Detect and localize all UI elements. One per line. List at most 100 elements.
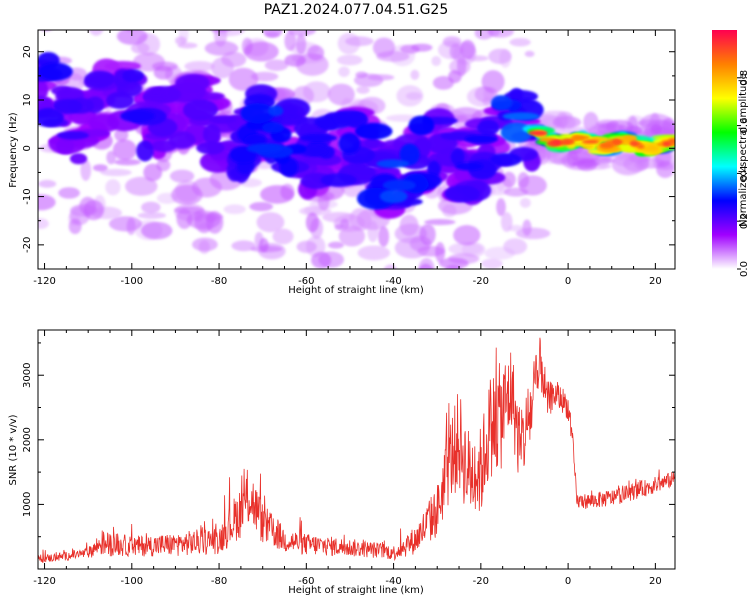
spectrogram-cell <box>503 238 528 255</box>
spectrogram-cell <box>159 0 184 7</box>
spectrogram-cell <box>106 150 117 165</box>
spectrogram-cell <box>114 128 129 142</box>
spectrogram-cell <box>137 212 167 219</box>
spectrogram-y-tick-label: 0 <box>22 145 33 151</box>
spectrogram-cell <box>338 66 350 78</box>
spectrogram-cell <box>126 30 132 33</box>
snr-y-axis: 1000 2000 3000 <box>22 342 675 570</box>
snr-y-tick-label: 1000 <box>22 492 33 517</box>
spectrogram-cell <box>38 179 57 188</box>
spectrogram-cell <box>502 112 540 121</box>
spectrogram-frame <box>37 29 676 270</box>
spectrogram-cell <box>582 144 594 149</box>
spectrogram-x-tick-label: -20 <box>473 276 489 287</box>
spectrogram-x-tick-label: -80 <box>211 276 227 287</box>
spectrogram-cell <box>450 148 465 166</box>
snr-x-tick-label: -60 <box>298 576 314 587</box>
spectrogram-cell <box>489 153 522 167</box>
spectrogram-cell <box>59 0 68 2</box>
spectrogram-cell <box>455 161 484 171</box>
spectrogram-cell <box>88 30 104 36</box>
snr-x-axis: -120 -100 -80 -60 -40 -20 0 20 <box>33 330 662 587</box>
spectrogram-cell <box>307 45 325 61</box>
spectrogram-cell <box>205 5 237 18</box>
spectrogram-cell <box>244 41 279 62</box>
spectrogram-heatmap <box>38 0 675 285</box>
spectrogram-cell <box>623 134 637 141</box>
spectrogram-cell <box>522 219 532 236</box>
spectrogram-cell <box>355 71 368 79</box>
spectrogram-cell <box>410 69 420 81</box>
colorbar-tick-label: 0.0 <box>739 261 750 277</box>
spectrogram-cell <box>399 214 419 236</box>
spectrogram-cell <box>327 241 344 249</box>
spectrogram-cell <box>464 134 499 144</box>
spectrogram-cell <box>284 31 297 51</box>
spectrogram-cell <box>509 87 524 103</box>
spectrogram-cell <box>528 130 548 136</box>
spectrogram-cell <box>274 98 311 120</box>
spectrogram-cell <box>379 189 408 204</box>
spectrogram-cell <box>38 62 73 81</box>
spectrogram-y-tick-label: 20 <box>22 45 33 58</box>
spectrogram-cell <box>438 257 469 269</box>
spectrogram-cell <box>112 139 137 161</box>
spectrogram-cell <box>245 11 264 28</box>
spectrogram-cell <box>481 70 505 94</box>
colorbar-tick-label: 0.2 <box>739 213 750 229</box>
spectrogram-cell <box>204 40 239 56</box>
spectrogram-cell <box>640 145 660 152</box>
spectrogram-cell <box>102 6 117 25</box>
colorbar-tick-label: 0.4 <box>739 165 750 181</box>
spectrogram-cell <box>372 37 396 58</box>
spectrogram-cell <box>336 54 363 66</box>
spectrogram-cell <box>519 197 531 208</box>
spectrogram-cell <box>272 228 294 245</box>
spectrogram-cell <box>553 139 561 145</box>
spectrogram-cell <box>168 131 196 149</box>
spectrogram-cell <box>448 242 484 256</box>
colorbar-tick-label: 0.6 <box>739 118 750 134</box>
spectrogram-cell <box>256 212 285 233</box>
spectrogram-cell <box>58 187 80 199</box>
snr-background <box>38 330 675 569</box>
spectrogram-cell <box>305 212 319 233</box>
spectrogram-cell <box>345 36 374 47</box>
spectrogram-cell <box>311 251 332 269</box>
spectrogram-cell <box>453 225 481 246</box>
spectrogram-cell <box>105 179 121 196</box>
spectrogram-cell <box>338 132 361 155</box>
spectrogram-cell <box>449 43 462 60</box>
spectrogram-x-axis: -120 -100 -80 -60 -40 -20 0 20 <box>33 30 662 287</box>
spectrogram-cell <box>52 0 68 4</box>
spectrogram-cell <box>80 159 92 181</box>
spectrogram-cell <box>249 201 274 212</box>
spectrogram-cell <box>382 179 416 191</box>
spectrogram-cell <box>38 218 49 230</box>
spectrogram-cell <box>38 79 49 101</box>
spectrogram-cell <box>57 131 89 140</box>
spectrogram-cell <box>108 216 143 232</box>
spectrogram-cell <box>246 143 283 154</box>
spectrogram-cell <box>221 51 247 68</box>
snr-x-tick-label: -120 <box>33 576 56 587</box>
spectrogram-cell <box>662 141 672 147</box>
spectrogram-cell <box>431 271 442 285</box>
spectrogram-cell <box>444 185 480 203</box>
spectrogram-cell <box>142 92 170 102</box>
spectrogram-cell <box>662 117 675 136</box>
spectrogram-cell <box>408 115 435 136</box>
spectrogram-cell <box>435 242 446 263</box>
spectrogram-cell <box>340 218 350 230</box>
spectrogram-cell <box>55 0 77 18</box>
spectrogram-cell <box>295 34 307 55</box>
colorbar-tick-label: 0.8 <box>739 70 750 86</box>
spectrogram-x-tick-label: -40 <box>385 276 401 287</box>
spectrogram-cell <box>364 138 380 148</box>
spectrogram-cell <box>141 221 173 240</box>
spectrogram-cell <box>171 10 181 30</box>
colorbar-gradient <box>712 30 737 269</box>
spectrogram-cell <box>518 175 547 196</box>
spectrogram-cell <box>515 227 551 240</box>
